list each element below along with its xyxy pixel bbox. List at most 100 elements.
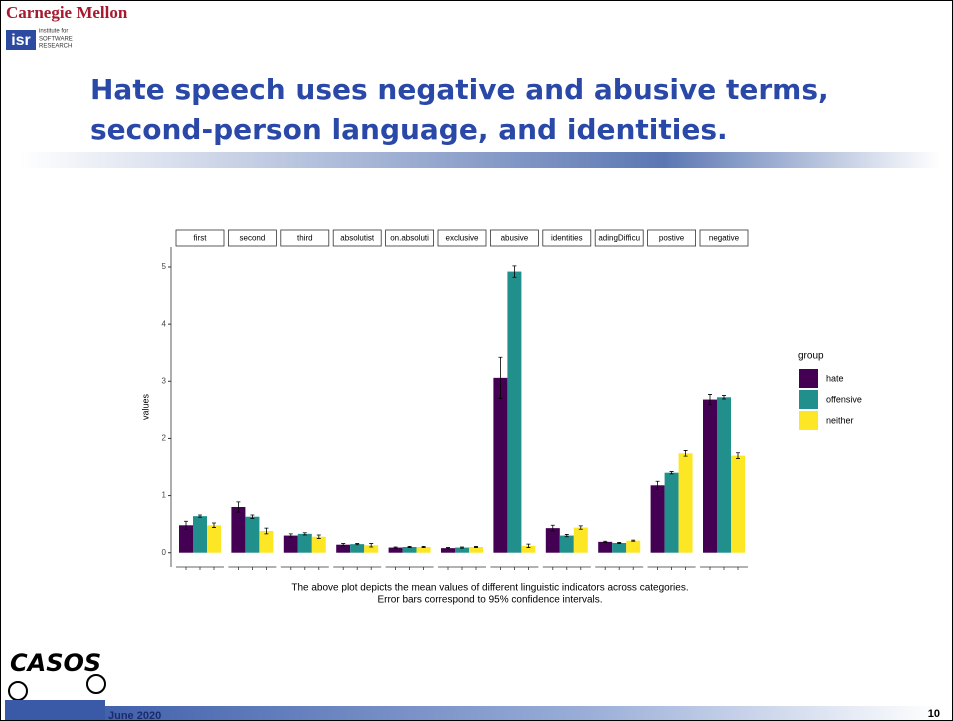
bar [598,541,613,553]
caption: Error bars correspond to 95% confidence … [377,595,602,606]
facet-strip [647,229,696,247]
legend-label: offensive [826,394,862,404]
bar [441,548,455,553]
slide-title: Hate speech uses negative and abusive te… [90,73,829,106]
logo-text: SOFTWARE [39,37,73,43]
legend-title: group [798,351,824,362]
logo-text: RESEARCH [39,44,72,50]
y-tick-label: 2 [162,434,167,443]
facet-label: on.absoluti [390,234,429,243]
bar [297,533,312,553]
facet-label: second [240,234,266,243]
y-tick-label: 1 [162,491,167,500]
facet-label: abusive [501,234,529,243]
page-number: 10 [928,708,940,720]
logo-box [6,30,36,50]
error-bar [460,546,464,549]
bar [507,271,522,553]
error-bar [564,534,569,538]
error-bar [669,471,674,475]
bar [678,453,693,553]
org-name: Carnegie Mellon [6,3,128,22]
bar [336,544,351,553]
bar [402,547,417,553]
facet-strip [594,229,644,247]
error-bar [341,543,346,547]
facet-label: identities [551,234,583,243]
facet-strip [385,229,435,247]
error-bar [316,534,321,539]
legend-label: neither [826,415,854,425]
error-bar [617,542,622,544]
bar [193,516,207,553]
facet-strip [489,229,539,247]
facet-label: postive [659,234,685,243]
y-axis-label: values [140,393,150,420]
legend-swatch [799,369,818,388]
logo: isr [11,32,31,49]
bar [559,535,574,553]
error-bar [655,480,660,490]
error-bar [198,514,202,518]
bar [731,455,745,553]
bar [179,525,193,553]
y-tick-label: 5 [162,262,167,271]
bar [612,543,627,553]
legend-swatch [799,390,818,409]
facet-strip [699,229,749,247]
error-bar [683,450,688,457]
error-bar [578,525,583,530]
bar [626,540,641,553]
error-bar [236,501,241,513]
error-bar [250,514,255,519]
legend-swatch [799,411,818,430]
bar [231,507,246,553]
y-tick-label: 4 [162,319,167,328]
bar [388,547,403,553]
error-bar [498,356,503,399]
bar [283,535,298,553]
facet-label: adingDifficu [598,234,640,243]
bar [717,397,731,553]
facet-strip [175,229,225,247]
caption: The above plot depicts the mean values o… [291,583,688,594]
bar [455,547,469,553]
error-bar [512,265,517,278]
bar [416,547,431,553]
error-bar [264,527,269,535]
y-tick-label: 0 [162,548,167,557]
bar [703,399,717,553]
error-bar [302,532,307,536]
error-bar [550,524,555,532]
facet-label: third [297,234,313,243]
bar [664,472,679,553]
error-bar [393,546,398,549]
bar [207,525,221,553]
facet-label: negative [709,234,740,243]
error-bar [421,546,426,548]
bar [545,528,560,553]
error-bar [369,543,374,548]
error-bar [212,522,216,528]
slide-title: second-person language, and identities. [90,113,728,146]
error-bar [474,546,478,548]
error-bar [288,533,293,538]
facet-strip [437,229,487,247]
logo-shape [86,674,106,694]
logo-shape [5,700,105,720]
facet-strip [280,229,330,247]
error-bar [446,547,450,550]
bar [573,527,588,553]
error-bar [184,520,188,530]
title-rule [20,152,940,168]
error-bar [603,540,608,543]
facet-strip [542,229,592,247]
footer-bar [60,706,940,720]
error-bar [722,395,726,400]
bar [245,516,260,553]
error-bar [631,539,636,542]
logo-text: institute for [39,29,68,35]
bar [521,545,536,553]
